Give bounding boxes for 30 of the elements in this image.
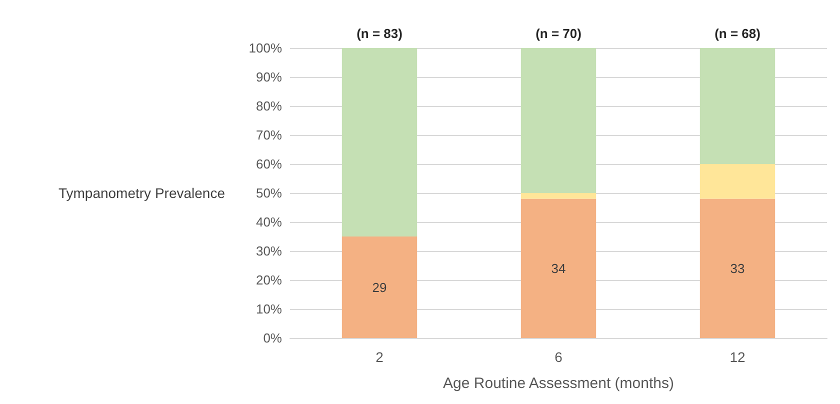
x-tick-label: 6 bbox=[554, 349, 563, 365]
bar bbox=[520, 48, 596, 193]
y-tick-label: 50% bbox=[256, 186, 282, 200]
y-tick-label: 80% bbox=[256, 98, 282, 114]
annotation: 29 bbox=[372, 280, 387, 295]
y-tick-label: 70% bbox=[256, 128, 282, 142]
y-tick-label: 30% bbox=[256, 244, 282, 258]
y-tick-label: 0% bbox=[263, 330, 282, 346]
bar bbox=[342, 236, 418, 338]
annotation: (n = 68) bbox=[714, 26, 760, 41]
x-tick-label: 2 bbox=[376, 349, 384, 365]
annotation: (n = 70) bbox=[536, 26, 582, 41]
y-tick-label: 10% bbox=[256, 302, 282, 316]
y-tick-label: 100% bbox=[248, 40, 282, 56]
bar bbox=[342, 48, 418, 236]
bar bbox=[700, 198, 776, 338]
x-axis-title: Age Routine Assessment (months) bbox=[443, 375, 674, 392]
x-tick-label: 12 bbox=[730, 349, 746, 365]
y-tick-label: 20% bbox=[256, 272, 282, 288]
bar bbox=[700, 48, 776, 164]
bar bbox=[520, 193, 596, 199]
bar bbox=[700, 164, 776, 199]
annotation: 33 bbox=[730, 260, 745, 276]
bar bbox=[520, 198, 596, 338]
annotation: 34 bbox=[551, 260, 566, 276]
y-tick-label: 60% bbox=[256, 156, 282, 172]
y-tick-label: 40% bbox=[256, 214, 282, 230]
annotation: (n = 83) bbox=[356, 26, 402, 41]
y-axis-title: Tympanometry Prevalence bbox=[58, 185, 226, 201]
y-tick-label: 90% bbox=[256, 70, 282, 84]
